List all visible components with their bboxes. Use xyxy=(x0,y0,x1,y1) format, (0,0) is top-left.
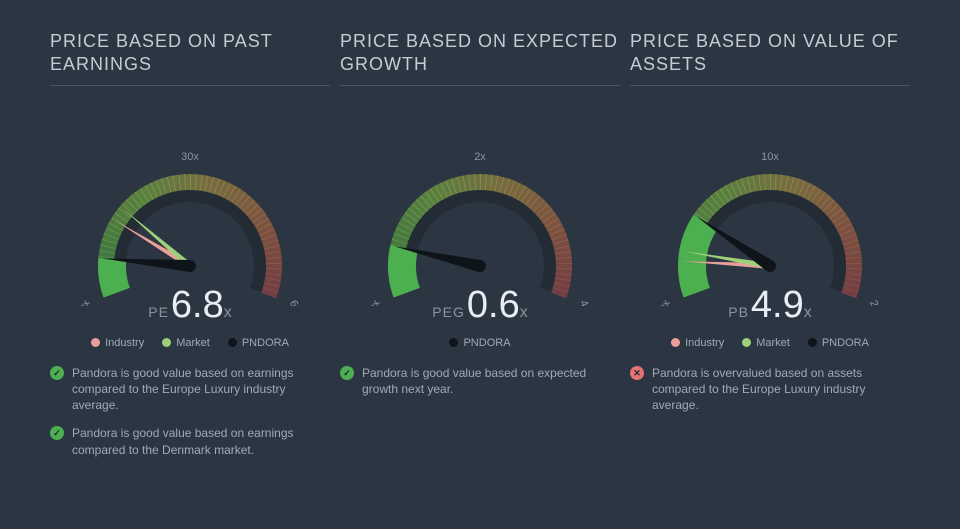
legend: Industry Market PNDORA xyxy=(630,337,910,349)
valuation-panel: PRICE BASED ON PAST EARNINGS 0x30x60x PE… xyxy=(50,30,340,458)
note-text: Pandora is good value based on earnings … xyxy=(72,365,330,414)
notes-list: ✓ Pandora is good value based on expecte… xyxy=(340,365,620,397)
panel-title: PRICE BASED ON VALUE OF ASSETS xyxy=(630,30,910,86)
notes-list: ✕ Pandora is overvalued based on assets … xyxy=(630,365,910,414)
legend-label: Industry xyxy=(685,337,724,349)
check-icon: ✓ xyxy=(50,426,64,440)
legend: Industry Market PNDORA xyxy=(50,337,330,349)
legend-dot xyxy=(91,338,100,347)
legend-item: PNDORA xyxy=(808,337,869,349)
legend-item: Industry xyxy=(671,337,724,349)
note-text: Pandora is good value based on earnings … xyxy=(72,425,330,457)
metric-suffix: x xyxy=(804,304,812,321)
metric-value: PB4.9x xyxy=(630,284,910,327)
legend-dot xyxy=(228,338,237,347)
dashboard: PRICE BASED ON PAST EARNINGS 0x30x60x PE… xyxy=(0,0,960,478)
gauge-chart: 0x10x20x xyxy=(640,126,900,306)
insight-note: ✓ Pandora is good value based on earning… xyxy=(50,365,330,414)
legend-dot xyxy=(808,338,817,347)
metric-suffix: x xyxy=(224,304,232,321)
metric-prefix: PE xyxy=(148,304,169,320)
gauge-chart: 0x2x4x xyxy=(350,126,610,306)
gauge-hub xyxy=(764,260,776,272)
legend-dot xyxy=(449,338,458,347)
metric-number: 0.6 xyxy=(467,284,520,326)
notes-list: ✓ Pandora is good value based on earning… xyxy=(50,365,330,458)
note-text: Pandora is good value based on expected … xyxy=(362,365,620,397)
gauge-tick-label: 10x xyxy=(761,151,779,163)
insight-note: ✓ Pandora is good value based on expecte… xyxy=(340,365,620,397)
panel-title: PRICE BASED ON PAST EARNINGS xyxy=(50,30,330,86)
note-text: Pandora is overvalued based on assets co… xyxy=(652,365,910,414)
panel-title: PRICE BASED ON EXPECTED GROWTH xyxy=(340,30,620,86)
metric-suffix: x xyxy=(520,304,528,321)
legend-label: PNDORA xyxy=(822,337,869,349)
check-icon: ✓ xyxy=(50,366,64,380)
gauge-wrap: 0x30x60x xyxy=(50,126,330,306)
metric-number: 6.8 xyxy=(171,284,224,326)
legend-label: Industry xyxy=(105,337,144,349)
metric-prefix: PB xyxy=(728,304,749,320)
legend-item: Industry xyxy=(91,337,144,349)
valuation-panel: PRICE BASED ON EXPECTED GROWTH 0x2x4x PE… xyxy=(340,30,630,458)
legend-dot xyxy=(162,338,171,347)
gauge-wrap: 0x2x4x xyxy=(340,126,620,306)
insight-note: ✕ Pandora is overvalued based on assets … xyxy=(630,365,910,414)
legend-item: PNDORA xyxy=(228,337,289,349)
cross-icon: ✕ xyxy=(630,366,644,380)
gauge-tick-label: 30x xyxy=(181,151,199,163)
gauge-tick-label: 2x xyxy=(474,151,486,163)
metric-value: PEG0.6x xyxy=(340,284,620,327)
metric-value: PE6.8x xyxy=(50,284,330,327)
legend-dot xyxy=(671,338,680,347)
legend-dot xyxy=(742,338,751,347)
gauge-chart: 0x30x60x xyxy=(60,126,320,306)
legend-item: PNDORA xyxy=(449,337,510,349)
legend-item: Market xyxy=(162,337,210,349)
metric-prefix: PEG xyxy=(432,304,465,320)
gauge-hub xyxy=(184,260,196,272)
metric-number: 4.9 xyxy=(751,284,804,326)
gauge-hub xyxy=(474,260,486,272)
insight-note: ✓ Pandora is good value based on earning… xyxy=(50,425,330,457)
legend-label: PNDORA xyxy=(242,337,289,349)
check-icon: ✓ xyxy=(340,366,354,380)
legend: PNDORA xyxy=(340,337,620,349)
valuation-panel: PRICE BASED ON VALUE OF ASSETS 0x10x20x … xyxy=(630,30,920,458)
legend-item: Market xyxy=(742,337,790,349)
gauge-wrap: 0x10x20x xyxy=(630,126,910,306)
legend-label: Market xyxy=(176,337,210,349)
legend-label: PNDORA xyxy=(463,337,510,349)
legend-label: Market xyxy=(756,337,790,349)
